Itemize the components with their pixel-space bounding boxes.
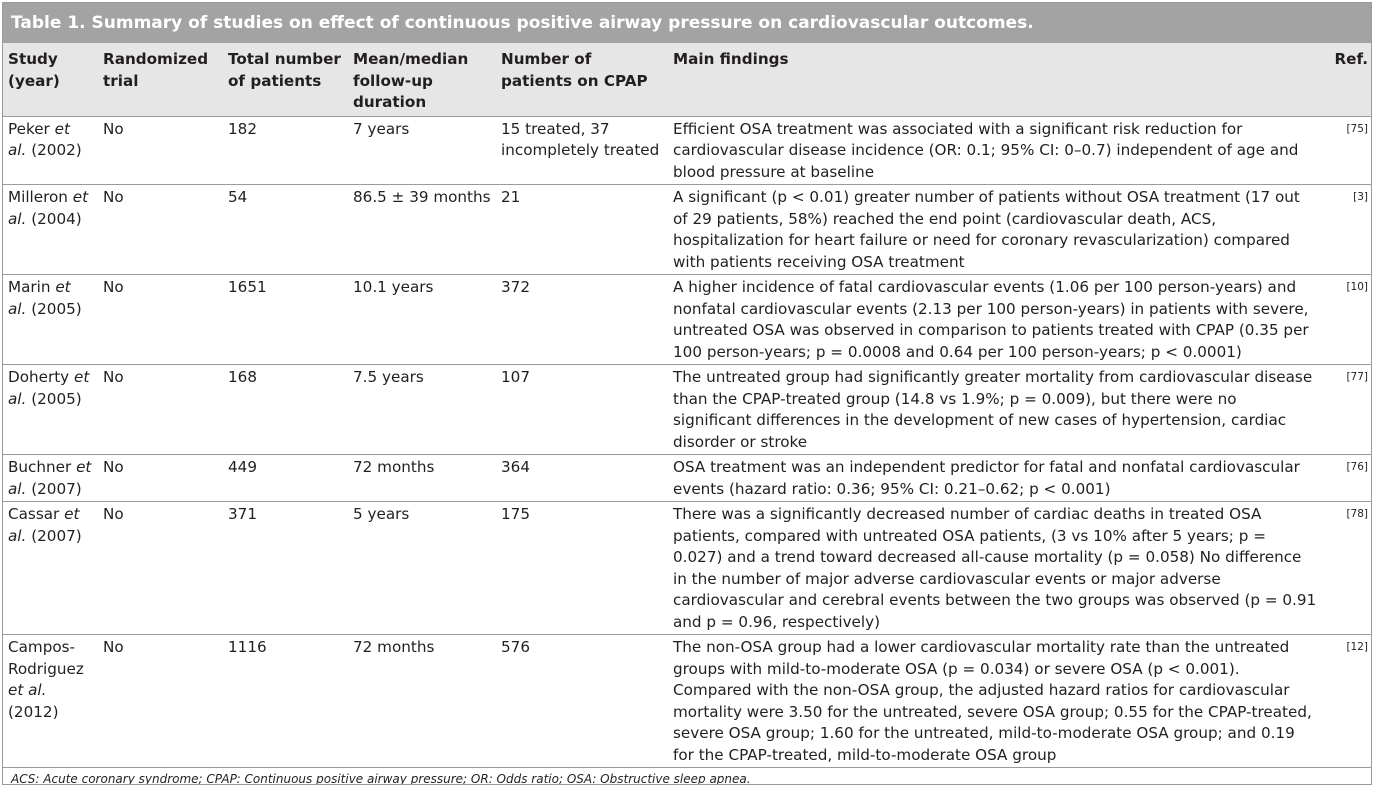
cell-cpap: 15 treated, 37 incompletely treated [496, 115, 668, 185]
table-row: Milleron et al. (2004) No 54 86.5 ± 39 mont… [3, 184, 1371, 275]
cell-total: 168 [223, 364, 348, 455]
cell-randomized: No [98, 364, 223, 455]
study-year: (2012) [8, 702, 59, 721]
cell-followup: 7 years [348, 115, 496, 185]
cell-findings: There was a significantly decreased numb… [668, 501, 1323, 635]
cell-cpap: 175 [496, 501, 668, 635]
header-findings: Main findings [668, 43, 1323, 116]
study-year: (2007) [31, 526, 82, 545]
cell-randomized: No [98, 115, 223, 185]
cell-ref: [76] [1323, 454, 1371, 502]
cell-study: Peker et al. (2002) [3, 115, 98, 185]
cell-ref: [10] [1323, 274, 1371, 365]
study-year: (2005) [31, 299, 82, 318]
table-header-row: Study (year) Randomized trial Total numb… [3, 43, 1371, 116]
cell-followup: 5 years [348, 501, 496, 635]
table-title: Table 1. Summary of studies on effect of… [3, 3, 1371, 43]
study-etal: et al. [8, 119, 70, 160]
cell-ref: [77] [1323, 364, 1371, 455]
cell-total: 54 [223, 184, 348, 275]
study-author: Doherty [8, 368, 70, 386]
study-etal: et al. [8, 505, 80, 545]
table-row: Marin et al. (2005) No 1651 10.1 years 372 A … [3, 274, 1371, 365]
study-year: (2002) [31, 141, 82, 159]
header-study: Study (year) [3, 43, 98, 116]
header-cpap: Number of patients on CPAP [496, 43, 668, 116]
studies-table: Study (year) Randomized trial Total numb… [3, 43, 1371, 767]
study-author: Peker [8, 119, 50, 138]
cell-cpap: 576 [496, 634, 668, 767]
table-row: Doherty et al. (2005) No 168 7.5 years 107 Th… [3, 364, 1371, 455]
study-year: (2005) [31, 389, 82, 408]
study-author: Milleron [8, 188, 68, 206]
cell-study: Campos-Rodriguez et al. (2012) [3, 634, 98, 767]
study-author: Buchner [8, 458, 72, 476]
cell-total: 371 [223, 501, 348, 635]
cell-cpap: 372 [496, 274, 668, 365]
cell-findings: The untreated group had significantly gr… [668, 364, 1323, 455]
study-etal: et al. [8, 278, 71, 318]
cell-cpap: 21 [496, 184, 668, 275]
cell-ref: [12] [1323, 634, 1371, 767]
study-etal: et al. [8, 188, 89, 228]
study-etal: et al. [8, 368, 90, 408]
header-randomized: Randomized trial [98, 43, 223, 116]
cell-study: Doherty et al. (2005) [3, 364, 98, 455]
cell-ref: [78] [1323, 501, 1371, 635]
cell-total: 1651 [223, 274, 348, 365]
cell-study: Cassar et al. (2007) [3, 501, 98, 635]
table-row: Cassar et al. (2007) No 371 5 years 175 There… [3, 501, 1371, 635]
study-author: Campos-Rodriguez [8, 638, 84, 678]
cell-cpap: 364 [496, 454, 668, 502]
header-ref: Ref. [1323, 43, 1371, 116]
cell-total: 182 [223, 115, 348, 185]
study-etal: et al. [8, 681, 47, 699]
cell-cpap: 107 [496, 364, 668, 455]
cell-ref: [3] [1323, 184, 1371, 275]
cell-findings: A higher incidence of fatal cardiovascul… [668, 274, 1323, 365]
study-author: Cassar [8, 505, 60, 523]
cell-followup: 7.5 years [348, 364, 496, 455]
header-followup: Mean/median follow-up duration [348, 43, 496, 116]
cell-ref: [75] [1323, 115, 1371, 185]
study-year: (2007) [31, 479, 82, 498]
cell-total: 449 [223, 454, 348, 502]
study-year: (2004) [31, 209, 82, 228]
cell-followup: 86.5 ± 39 months [348, 184, 496, 275]
cell-followup: 72 months [348, 634, 496, 767]
cell-findings: Efficient OSA treatment was associated w… [668, 115, 1323, 185]
cell-study: Buchner et al. (2007) [3, 454, 98, 502]
table-row: Buchner et al. (2007) No 449 72 months 364 OS… [3, 454, 1371, 502]
study-author: Marin [8, 278, 51, 296]
cell-randomized: No [98, 454, 223, 502]
cell-findings: OSA treatment was an independent predict… [668, 454, 1323, 502]
cell-randomized: No [98, 184, 223, 275]
cell-randomized: No [98, 501, 223, 635]
header-total: Total number of patients [223, 43, 348, 116]
table-footnote: ACS: Acute coronary syndrome; CPAP: Cont… [3, 767, 1371, 784]
cell-study: Marin et al. (2005) [3, 274, 98, 365]
cell-followup: 10.1 years [348, 274, 496, 365]
cell-followup: 72 months [348, 454, 496, 502]
study-etal: et al. [8, 458, 92, 498]
cell-findings: A significant (p < 0.01) greater number … [668, 184, 1323, 275]
cell-randomized: No [98, 634, 223, 767]
cell-study: Milleron et al. (2004) [3, 184, 98, 275]
cell-findings: The non-OSA group had a lower cardiovasc… [668, 634, 1323, 767]
cell-randomized: No [98, 274, 223, 365]
table-row: Campos-Rodriguez et al. (2012) No 1116 72 m… [3, 634, 1371, 767]
table-body: Peker et al. (2002) No 182 7 years 15 treate… [3, 115, 1371, 767]
table-row: Peker et al. (2002) No 182 7 years 15 treate… [3, 115, 1371, 185]
cell-total: 1116 [223, 634, 348, 767]
